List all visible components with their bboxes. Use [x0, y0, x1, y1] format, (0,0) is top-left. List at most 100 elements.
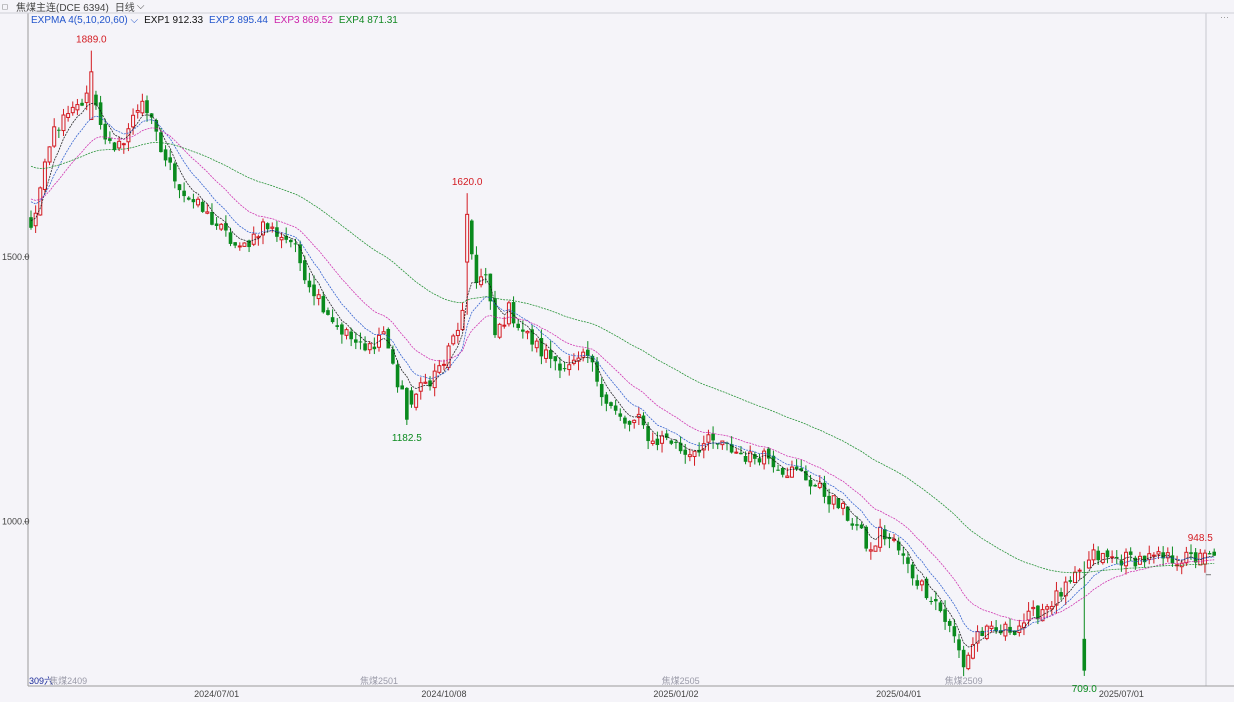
candle-body-up	[121, 143, 126, 146]
candle-body-down	[725, 442, 729, 444]
candle-body-up	[868, 549, 873, 552]
candle-body-up	[706, 434, 711, 443]
candle-body-up	[919, 580, 924, 586]
candle-body-down	[1105, 550, 1110, 558]
candle-body-up	[1202, 552, 1207, 565]
candle-body-down	[400, 385, 404, 390]
candle-body-down	[609, 402, 613, 407]
candle-body-down	[428, 380, 432, 387]
candle-body-up	[576, 357, 581, 362]
candle-body-down	[938, 602, 943, 612]
candle-body-up	[989, 625, 994, 630]
candle-body-down	[646, 426, 650, 442]
candle-body-up	[66, 113, 71, 118]
candle-body-up	[748, 451, 753, 463]
candle-body-down	[214, 223, 219, 226]
candle-body-down	[168, 157, 172, 163]
candle-body-down	[321, 296, 326, 313]
candle-body-down	[326, 310, 330, 315]
indicator-selector[interactable]: EXPMA 4(5,10,20,60) ⌵	[31, 15, 138, 26]
candle-body-up	[984, 625, 989, 639]
candle-body-up	[687, 454, 692, 458]
candle-body-down	[780, 467, 785, 475]
candle-body-down	[386, 328, 391, 349]
candle-body-down	[674, 441, 678, 443]
candle-body-down	[470, 220, 474, 255]
y-tick-label: 1000.0	[2, 517, 30, 527]
candle-body-down	[757, 458, 762, 463]
chart-toolbar: ◻ 焦煤主连(DCE 6394) 日线 ⌵	[0, 0, 1234, 14]
candle-body-down	[924, 578, 929, 599]
candle-body-down	[808, 479, 813, 487]
candle-body-down	[265, 223, 270, 230]
candle-body-down	[822, 482, 827, 497]
candle-body-down	[80, 102, 84, 106]
price-annotation: 948.5	[1188, 533, 1213, 544]
candle-body-down	[154, 120, 159, 132]
contract-watermark: 焦煤2409	[49, 675, 87, 686]
candle-body-down	[604, 394, 609, 404]
price-annotation: 1620.0	[452, 177, 483, 188]
candle-body-up	[84, 92, 89, 104]
candle-body-down	[1059, 592, 1063, 597]
candle-body-down	[553, 356, 558, 362]
candle-body-down	[307, 280, 312, 288]
candle-body-down	[1189, 552, 1193, 555]
candle-body-up	[1054, 590, 1059, 606]
candle-body-down	[159, 132, 163, 153]
period-label: 日线	[114, 3, 135, 14]
candle-body-down	[855, 524, 859, 526]
candle-body-up	[966, 654, 971, 670]
candle-body-down	[618, 413, 623, 417]
candle-body-up	[414, 393, 419, 408]
candle-body-up	[140, 100, 145, 114]
candle-body-down	[980, 630, 984, 636]
candle-body-up	[785, 475, 790, 479]
candle-body-down	[409, 390, 414, 405]
candle-body-up	[237, 245, 242, 248]
candle-body-up	[423, 381, 428, 384]
candle-body-down	[910, 564, 915, 579]
candle-body-up	[437, 365, 442, 373]
candle-body-down	[850, 523, 855, 526]
candle-body-up	[970, 644, 975, 659]
candle-body-down	[177, 184, 182, 191]
candle-body-down	[493, 298, 497, 336]
candle-body-down	[224, 223, 228, 231]
candle-body-down	[586, 349, 590, 356]
candle-body-down	[711, 433, 715, 441]
candle-body-down	[1161, 552, 1165, 559]
candle-body-down	[655, 438, 660, 446]
candle-body-up	[135, 110, 140, 113]
candle-body-down	[483, 274, 488, 276]
candle-body-up	[734, 451, 739, 454]
panel-grip-icon[interactable]: ⋯	[1220, 12, 1229, 22]
candle-body-down	[683, 449, 688, 455]
candle-body-up	[632, 419, 637, 424]
bottom-left-label: 309六	[29, 675, 53, 686]
candle-body-up	[1063, 581, 1068, 597]
candle-body-up	[692, 450, 697, 458]
candle-body-down	[864, 526, 868, 549]
candle-body-down	[715, 443, 720, 445]
price-annotations: 1889.0 1620.0 1182.5 709.0 948.5	[76, 35, 1213, 695]
candle-body-up	[841, 502, 845, 509]
window-menu-icon[interactable]: ◻	[1, 2, 9, 11]
expma-line-exp4	[30, 141, 1215, 574]
candle-body-up	[279, 236, 284, 241]
period-selector[interactable]: 日线 ⌵	[115, 0, 145, 14]
candle-body-up	[446, 345, 451, 368]
candle-body-down	[372, 346, 377, 350]
candle-body-down	[94, 94, 98, 106]
candle-body-up	[650, 440, 655, 444]
candle-body-up	[1091, 549, 1096, 561]
candle-body-down	[896, 541, 901, 551]
candle-body-up	[270, 226, 275, 229]
x-tick-label: 2024/10/08	[421, 689, 466, 699]
candle-body-up	[502, 324, 507, 327]
candle-body-down	[145, 100, 149, 114]
candle-body-up	[1073, 571, 1077, 584]
candle-body-up	[789, 466, 794, 478]
candle-body-down	[233, 242, 237, 246]
